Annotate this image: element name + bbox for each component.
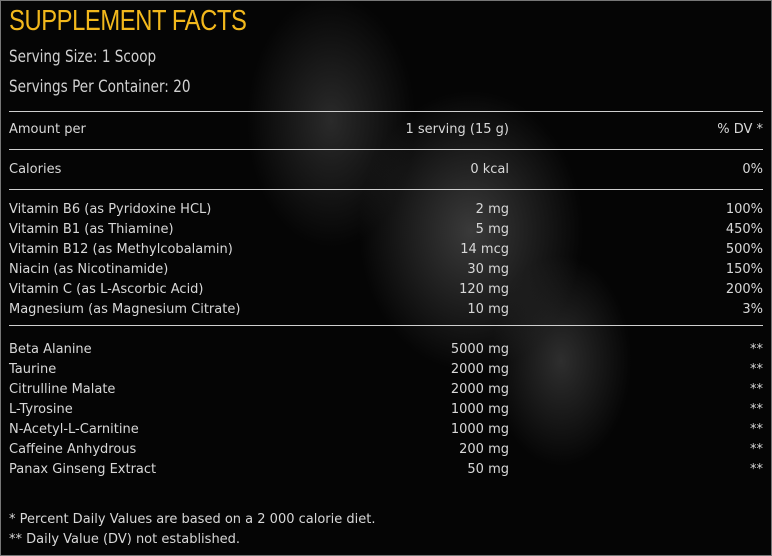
footnote-not-established: ** Daily Value (DV) not established. [9, 532, 241, 547]
header-serving: 1 serving (15 g) [405, 122, 509, 137]
divider [9, 149, 763, 150]
divider [9, 325, 763, 326]
nutrient-name: Niacin (as Nicotinamide) [9, 262, 169, 277]
nutrient-row: Niacin (as Nicotinamide) 30 mg 150% [9, 260, 763, 280]
nutrient-dv: 100% [725, 202, 763, 217]
nutrient-row: Vitamin B1 (as Thiamine) 5 mg 450% [9, 220, 763, 240]
calories-amount: 0 kcal [470, 162, 509, 177]
nutrient-name: Caffeine Anhydrous [9, 442, 137, 457]
header-row: Amount per 1 serving (15 g) % DV * [9, 120, 763, 140]
title: SUPPLEMENT FACTS [9, 5, 247, 37]
nutrient-row: Vitamin B6 (as Pyridoxine HCL) 2 mg 100% [9, 200, 763, 220]
nutrient-dv: ** [750, 422, 763, 437]
calories-dv: 0% [742, 162, 763, 177]
nutrient-name: Panax Ginseng Extract [9, 462, 157, 477]
nutrient-dv: 150% [725, 262, 763, 277]
nutrient-amount: 120 mg [459, 282, 509, 297]
nutrient-row: Beta Alanine 5000 mg ** [9, 340, 763, 360]
nutrient-amount: 30 mg [467, 262, 509, 277]
nutrient-row: Panax Ginseng Extract 50 mg ** [9, 460, 763, 480]
nutrient-dv: ** [750, 402, 763, 417]
nutrient-dv: 500% [725, 242, 763, 257]
nutrient-row: N-Acetyl-L-Carnitine 1000 mg ** [9, 420, 763, 440]
nutrient-dv: 200% [725, 282, 763, 297]
nutrient-row: Vitamin B12 (as Methylcobalamin) 14 mcg 50… [9, 240, 763, 260]
nutrient-row: Magnesium (as Magnesium Citrate) 10 mg 3% [9, 300, 763, 320]
nutrient-name: L-Tyrosine [9, 402, 73, 417]
nutrient-row: Vitamin C (as L-Ascorbic Acid) 120 mg 200% [9, 280, 763, 300]
nutrient-name: Vitamin B12 (as Methylcobalamin) [9, 242, 233, 257]
nutrient-amount: 50 mg [467, 462, 509, 477]
calories-label: Calories [9, 162, 62, 177]
nutrient-name: Beta Alanine [9, 342, 92, 357]
nutrient-name: Taurine [9, 362, 57, 377]
nutrient-name: Vitamin B1 (as Thiamine) [9, 222, 174, 237]
nutrient-amount: 200 mg [459, 442, 509, 457]
serving-size: Serving Size: 1 Scoop [9, 47, 157, 67]
nutrient-amount: 14 mcg [460, 242, 509, 257]
nutrient-amount: 5 mg [475, 222, 509, 237]
nutrient-dv: ** [750, 382, 763, 397]
nutrient-row: Caffeine Anhydrous 200 mg ** [9, 440, 763, 460]
header-amount-per: Amount per [9, 122, 86, 137]
nutrient-dv: ** [750, 342, 763, 357]
footnote-dv: * Percent Daily Values are based on a 2 … [9, 512, 376, 527]
nutrient-amount: 1000 mg [450, 402, 509, 417]
divider [9, 189, 763, 190]
nutrient-dv: ** [750, 362, 763, 377]
nutrient-name: Vitamin C (as L-Ascorbic Acid) [9, 282, 204, 297]
nutrient-dv: ** [750, 442, 763, 457]
nutrient-amount: 1000 mg [450, 422, 509, 437]
nutrient-name: Vitamin B6 (as Pyridoxine HCL) [9, 202, 212, 217]
nutrient-amount: 2000 mg [450, 382, 509, 397]
nutrient-dv: ** [750, 462, 763, 477]
nutrient-row: Citrulline Malate 2000 mg ** [9, 380, 763, 400]
divider [9, 111, 763, 112]
nutrient-name: Citrulline Malate [9, 382, 116, 397]
nutrient-name: Magnesium (as Magnesium Citrate) [9, 302, 241, 317]
nutrient-amount: 5000 mg [450, 342, 509, 357]
nutrient-dv: 450% [725, 222, 763, 237]
nutrient-amount: 2 mg [475, 202, 509, 217]
nutrient-amount: 10 mg [467, 302, 509, 317]
nutrient-dv: 3% [742, 302, 763, 317]
servings-per-container: Servings Per Container: 20 [9, 77, 191, 97]
header-dv: % DV * [717, 122, 763, 137]
calories-row: Calories 0 kcal 0% [9, 160, 763, 180]
nutrient-row: Taurine 2000 mg ** [9, 360, 763, 380]
nutrient-amount: 2000 mg [450, 362, 509, 377]
nutrient-name: N-Acetyl-L-Carnitine [9, 422, 139, 437]
nutrient-row: L-Tyrosine 1000 mg ** [9, 400, 763, 420]
